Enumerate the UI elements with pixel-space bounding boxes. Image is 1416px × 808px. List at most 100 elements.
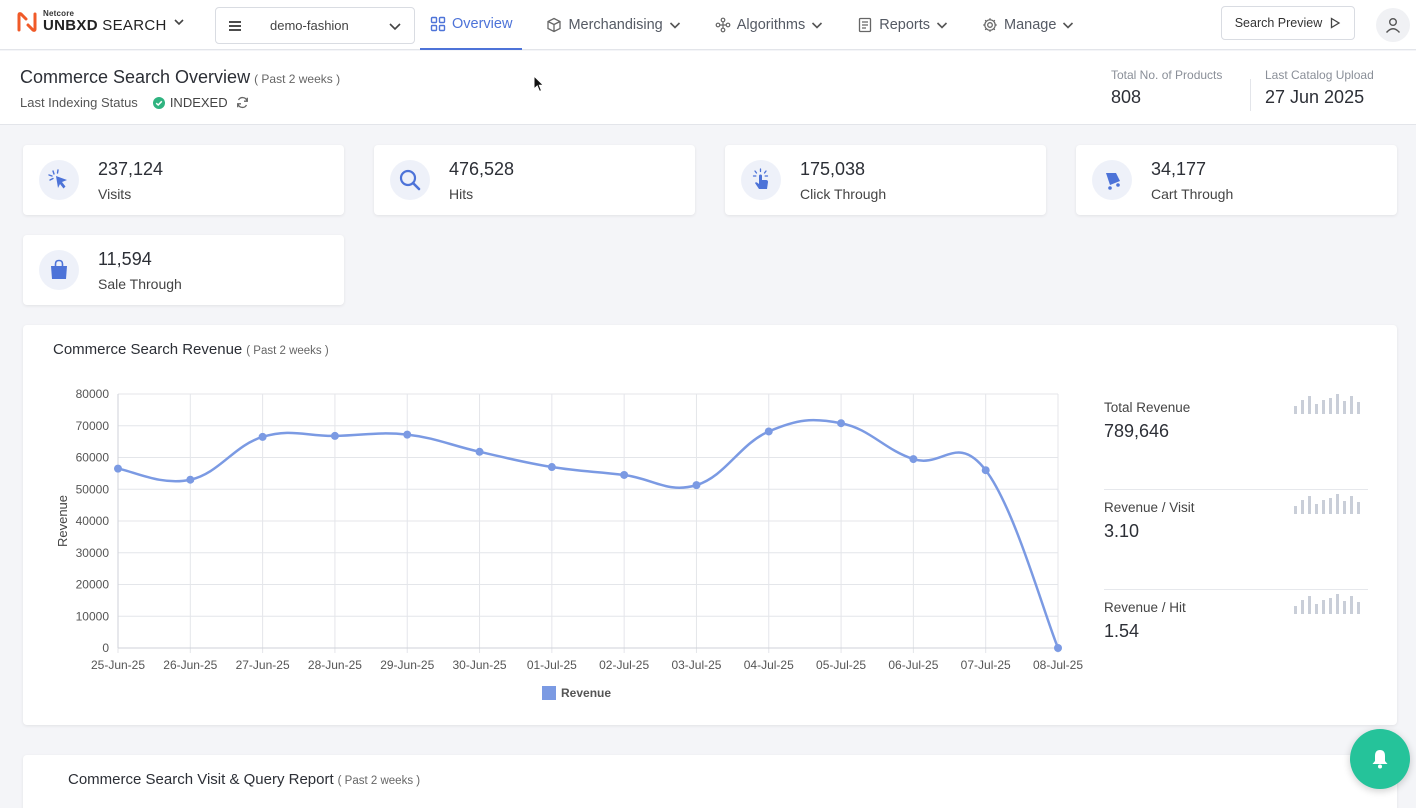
- x-tick-label: 07-Jul-25: [961, 658, 1011, 672]
- notification-button[interactable]: [1350, 729, 1410, 789]
- kpi-value: 34,177: [1151, 159, 1207, 179]
- sparkline-bar: [1329, 598, 1332, 614]
- y-tick-label: 30000: [76, 546, 110, 560]
- data-point: [475, 447, 484, 456]
- kpi-value: 476,528: [449, 159, 515, 179]
- y-axis-label: Revenue: [55, 495, 70, 547]
- metric-value: 3.10: [1104, 521, 1140, 541]
- tab-reports[interactable]: Reports: [847, 0, 958, 50]
- visit-query-report-panel: Commerce Search Visit & Query Report( Pa…: [23, 755, 1397, 808]
- data-point: [837, 419, 846, 428]
- shopping-bag-icon: [51, 259, 67, 279]
- data-point: [764, 427, 773, 436]
- sparkline-bars: [1294, 494, 1360, 514]
- y-tick-label: 50000: [76, 482, 110, 496]
- sparkline-bar: [1336, 594, 1339, 614]
- refresh-icon[interactable]: [236, 96, 249, 109]
- x-tick-label: 04-Jul-25: [744, 658, 794, 672]
- y-tick-label: 10000: [76, 609, 110, 623]
- x-tick-label: 29-Jun-25: [380, 658, 434, 672]
- metric-value: 1.54: [1104, 621, 1140, 641]
- sparkline-bar: [1329, 498, 1332, 514]
- app-logo[interactable]: Netcore UNBXD SEARCH: [16, 10, 185, 34]
- chevron-down-icon: [389, 22, 401, 30]
- data-point: [981, 466, 990, 475]
- kpi-label: Visits: [98, 186, 132, 202]
- x-tick-label: 01-Jul-25: [527, 658, 577, 672]
- cart-icon: [1102, 173, 1120, 190]
- kpi-label: Hits: [449, 186, 474, 202]
- data-point: [620, 470, 629, 479]
- tab-algorithms[interactable]: Algorithms: [705, 0, 834, 50]
- last-upload-value: 27 Jun 2025: [1265, 87, 1365, 107]
- sparkline-bar: [1308, 396, 1311, 414]
- site-selector[interactable]: demo-fashion: [215, 7, 415, 44]
- sparkline-bar: [1322, 500, 1325, 514]
- period-label: ( Past 2 weeks ): [337, 775, 421, 787]
- gear-icon: [983, 18, 997, 32]
- logo-brand: Netcore: [43, 9, 75, 18]
- y-tick-label: 20000: [76, 578, 110, 592]
- sparkline-bar: [1350, 396, 1353, 414]
- mouse-cursor-icon: [533, 75, 545, 93]
- y-tick-label: 60000: [76, 451, 110, 465]
- pointer-click-icon: [48, 169, 67, 189]
- indexing-status: Last Indexing Status INDEXED: [20, 95, 249, 110]
- revenue-panel: Commerce Search Revenue( Past 2 weeks ) …: [23, 325, 1397, 725]
- grid-icon: [430, 16, 446, 32]
- sparkline-bar: [1301, 600, 1304, 614]
- user-menu-button[interactable]: [1376, 8, 1410, 42]
- data-point: [547, 463, 556, 472]
- sparkline-bar: [1294, 606, 1297, 614]
- sparkline-bar: [1301, 500, 1304, 514]
- sparkline-bar: [1350, 596, 1353, 614]
- data-point: [1054, 644, 1062, 652]
- legend-swatch: [542, 686, 556, 700]
- data-point: [186, 475, 195, 484]
- tab-manage[interactable]: Manage: [972, 0, 1084, 50]
- kpi-card-hits: 476,528 Hits: [374, 145, 695, 215]
- report-icon: [859, 17, 872, 33]
- user-icon: [1385, 18, 1401, 33]
- total-products-value: 808: [1111, 87, 1142, 107]
- tab-merchandising[interactable]: Merchandising: [536, 0, 690, 50]
- sparkline-bar: [1343, 501, 1346, 514]
- data-point: [114, 464, 122, 473]
- overview-header: Commerce Search Overview( Past 2 weeks )…: [0, 51, 1416, 125]
- legend-label: Revenue: [561, 686, 612, 700]
- last-upload-stat: Last Catalog Upload 27 Jun 2025: [1265, 68, 1374, 107]
- sparkline-bar: [1357, 502, 1360, 514]
- x-tick-label: 26-Jun-25: [163, 658, 217, 672]
- revenue-line-chart: 0 10000 20000 30000 40000 50000 60000 70000 8000…: [55, 387, 1083, 672]
- data-point: [403, 430, 412, 439]
- bell-icon: [1372, 750, 1388, 769]
- hand-tap-icon: [752, 168, 769, 189]
- kpi-label: Click Through: [800, 186, 887, 202]
- metric-revenue-per-visit: Revenue / Visit 3.10: [1104, 494, 1368, 590]
- search-preview-button[interactable]: Search Preview: [1221, 6, 1355, 40]
- y-tick-label: 40000: [76, 514, 110, 528]
- x-tick-label: 30-Jun-25: [453, 658, 507, 672]
- x-tick-label: 03-Jul-25: [671, 658, 721, 672]
- data-point: [330, 431, 339, 440]
- page-title: Commerce Search Overview( Past 2 weeks ): [20, 67, 341, 87]
- kpi-label: Sale Through: [98, 276, 182, 292]
- sparkline-bar: [1322, 600, 1325, 614]
- x-tick-label: 27-Jun-25: [236, 658, 290, 672]
- kpi-card-cart-through: 34,177 Cart Through: [1076, 145, 1397, 215]
- kpi-value: 237,124: [98, 159, 164, 179]
- main-nav-tabs: Overview Merchandising Algorithms Report…: [420, 0, 1098, 50]
- sparkline-bar: [1315, 504, 1318, 514]
- sparkline-bar: [1336, 494, 1339, 514]
- sparkline-bar: [1315, 604, 1318, 614]
- chevron-down-icon[interactable]: [173, 16, 185, 28]
- kpi-card-visits: 237,124 Visits: [23, 145, 344, 215]
- y-tick-label: 70000: [76, 419, 110, 433]
- panel-title: Commerce Search Revenue( Past 2 weeks ): [53, 341, 329, 358]
- chevron-down-icon: [669, 22, 680, 29]
- x-tick-label: 06-Jul-25: [888, 658, 938, 672]
- tab-overview[interactable]: Overview: [420, 0, 523, 50]
- site-name: demo-fashion: [270, 18, 349, 33]
- kpi-card-sale-through: 11,594 Sale Through: [23, 235, 344, 305]
- chart-legend[interactable]: Revenue: [542, 686, 611, 700]
